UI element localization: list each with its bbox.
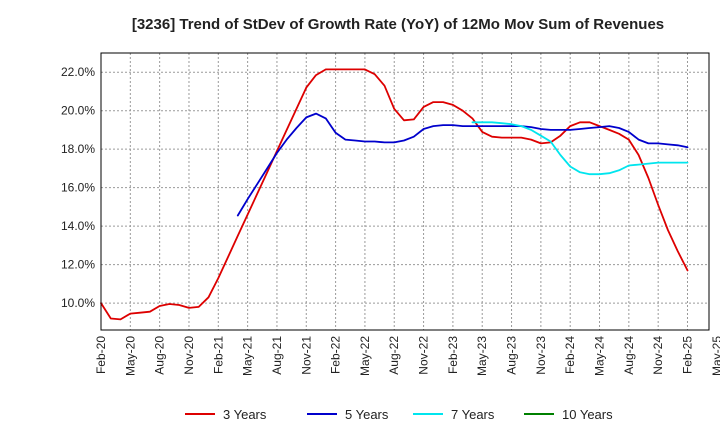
legend-layer: 3 Years 5 Years 7 Years 10 Years: [185, 407, 613, 422]
plot-area-border: [100, 52, 710, 331]
axis-layer: Feb-20 May-20 Aug-20 Nov-20 Feb-21 May-21 Aug-…: [61, 65, 720, 376]
x-tick-label: May-24: [593, 336, 607, 376]
x-tick-label: May-21: [241, 336, 255, 376]
series-line-7-years: [471, 121, 689, 176]
x-tick-label: Aug-22: [387, 336, 401, 375]
x-tick-label: May-20: [123, 336, 137, 376]
y-tick-label: 16.0%: [61, 181, 95, 195]
x-tick-label: Feb-20: [94, 336, 108, 374]
x-tick-label: Feb-23: [446, 336, 460, 374]
x-tick-label: Nov-20: [182, 336, 196, 375]
x-tick-label: Aug-20: [153, 336, 167, 375]
x-tick-label: Feb-25: [680, 336, 694, 374]
x-tick-label: Nov-24: [651, 336, 665, 375]
x-tick-label: Aug-21: [270, 336, 284, 375]
x-tick-label: May-22: [358, 336, 372, 376]
series-line-5-years: [236, 112, 689, 217]
legend-label-5-years: 5 Years: [345, 407, 389, 422]
x-tick-label: Nov-21: [299, 336, 313, 375]
y-tick-label: 20.0%: [61, 104, 95, 118]
legend-label-3-years: 3 Years: [223, 407, 267, 422]
legend-label-10-years: 10 Years: [562, 407, 613, 422]
y-tick-label: 18.0%: [61, 142, 95, 156]
chart-title: [3236] Trend of StDev of Growth Rate (Yo…: [132, 16, 664, 33]
x-tick-label: Feb-22: [329, 336, 343, 374]
x-tick-label: Aug-23: [505, 336, 519, 375]
y-tick-label: 14.0%: [61, 219, 95, 233]
x-tick-label: Nov-22: [417, 336, 431, 375]
y-tick-label: 10.0%: [61, 296, 95, 310]
legend-label-7-years: 7 Years: [451, 407, 495, 422]
y-tick-label: 22.0%: [61, 65, 95, 79]
series-layer: [100, 68, 689, 321]
x-tick-label: Aug-24: [622, 336, 636, 375]
x-tick-label: May-25: [710, 336, 720, 376]
x-tick-label: Feb-24: [563, 336, 577, 374]
series-line-3-years: [100, 68, 689, 321]
y-tick-label: 12.0%: [61, 258, 95, 272]
x-tick-label: Feb-21: [211, 336, 225, 374]
x-tick-label: May-23: [475, 336, 489, 376]
x-tick-label: Nov-23: [534, 336, 548, 375]
